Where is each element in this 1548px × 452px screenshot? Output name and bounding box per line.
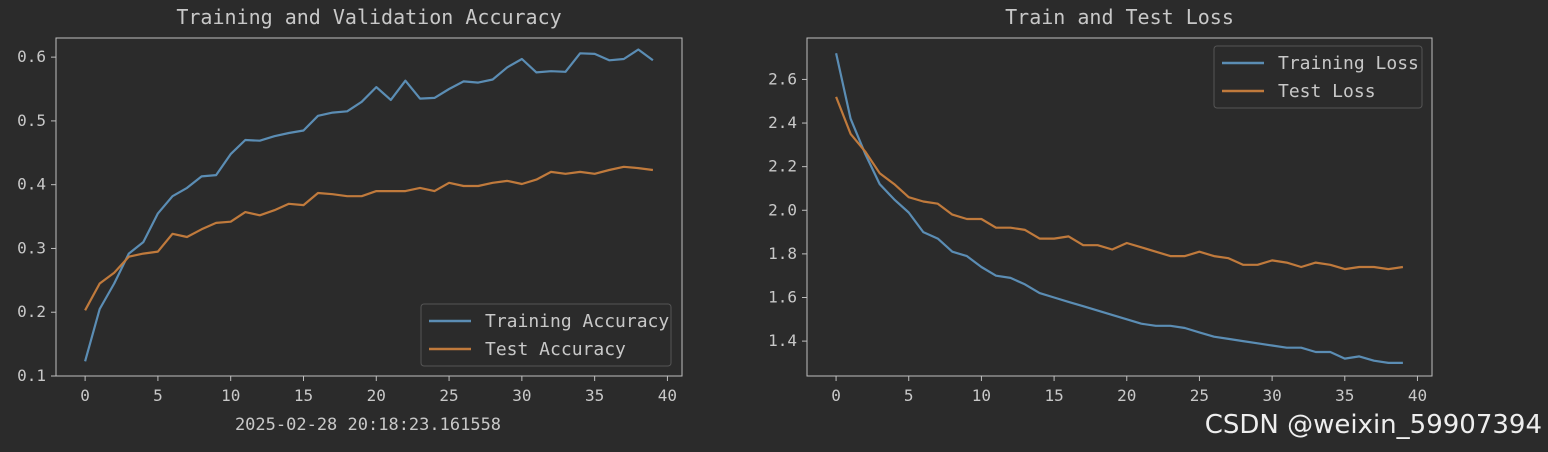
series-line-training bbox=[84, 48, 654, 362]
axes-frame bbox=[55, 37, 683, 377]
legend-label: Training Loss bbox=[1278, 53, 1419, 74]
x-tick-label: 5 bbox=[153, 386, 163, 405]
legend-box bbox=[420, 303, 672, 367]
y-tick-label: 0.1 bbox=[17, 366, 46, 385]
x-tick-label: 25 bbox=[439, 386, 458, 405]
legend-label: Test Loss bbox=[1278, 81, 1376, 102]
x-tick-label: 40 bbox=[1408, 386, 1427, 405]
legend: Training Accuracy Test Accuracy bbox=[420, 303, 672, 367]
y-tick-label: 1.6 bbox=[768, 287, 797, 306]
x-tick-label: 15 bbox=[1044, 386, 1063, 405]
x-tick-label: 20 bbox=[367, 386, 386, 405]
y-tick-label: 0.5 bbox=[17, 111, 46, 130]
chart-title: Train and Test Loss bbox=[1005, 5, 1234, 29]
x-tick-label: 15 bbox=[294, 386, 313, 405]
watermark-text: CSDN @weixin_59907394 bbox=[1204, 410, 1542, 440]
x-tick-label: 0 bbox=[831, 386, 841, 405]
chart-title: Training and Validation Accuracy bbox=[176, 5, 561, 29]
series-line-test bbox=[835, 96, 1404, 271]
y-tick-label: 0.3 bbox=[17, 238, 46, 257]
x-tick-label: 30 bbox=[512, 386, 531, 405]
y-tick-label: 2.0 bbox=[768, 200, 797, 219]
x-tick-label: 5 bbox=[904, 386, 914, 405]
axes-frame bbox=[806, 37, 1433, 377]
legend: Training Loss Test Loss bbox=[1213, 45, 1423, 109]
y-tick-label: 0.6 bbox=[17, 47, 46, 66]
x-tick-label: 40 bbox=[658, 386, 677, 405]
x-tick-label: 10 bbox=[972, 386, 991, 405]
series-line-training bbox=[835, 53, 1403, 364]
series-line-test bbox=[84, 165, 654, 311]
x-tick-label: 0 bbox=[80, 386, 90, 405]
y-tick-label: 1.4 bbox=[768, 331, 797, 350]
legend-label: Training Accuracy bbox=[485, 311, 669, 332]
y-tick-label: 2.6 bbox=[768, 69, 797, 88]
x-tick-label: 10 bbox=[221, 386, 240, 405]
x-tick-label: 25 bbox=[1190, 386, 1209, 405]
loss-chart: Train and Test Loss 0 5 10 15 20 25 30 35 40 1.4 1.… bbox=[768, 5, 1433, 405]
x-tick-label: 30 bbox=[1262, 386, 1281, 405]
legend-label: Test Accuracy bbox=[485, 339, 626, 360]
y-tick-label: 2.2 bbox=[768, 157, 797, 176]
y-tick-label: 1.8 bbox=[768, 244, 797, 263]
y-tick-label: 0.4 bbox=[17, 175, 46, 194]
x-tick-label: 20 bbox=[1117, 386, 1136, 405]
y-tick-label: 0.2 bbox=[17, 302, 46, 321]
x-tick-label: 35 bbox=[585, 386, 604, 405]
accuracy-chart: Training and Validation Accuracy 0 5 10 15 20… bbox=[17, 5, 683, 435]
timestamp-label: 2025-02-28 20:18:23.161558 bbox=[235, 415, 501, 435]
y-tick-label: 2.4 bbox=[768, 113, 797, 132]
legend-box bbox=[1213, 45, 1423, 109]
x-tick-label: 35 bbox=[1335, 386, 1354, 405]
